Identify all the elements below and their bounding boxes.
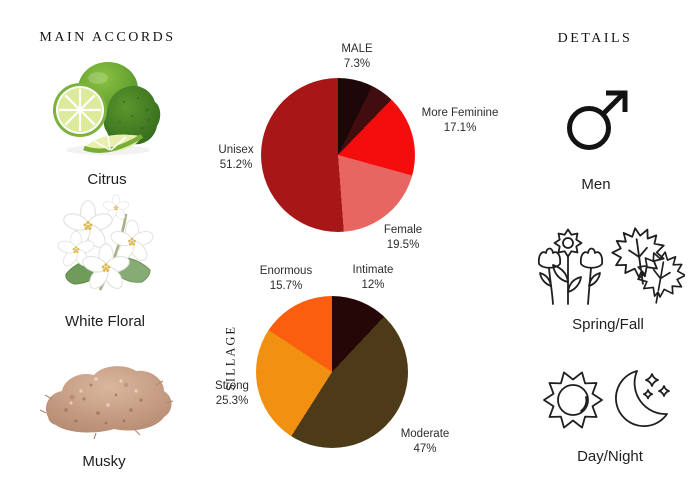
citrus-bergamot-image bbox=[53, 62, 161, 155]
pie-label-strong-pct: 25.3% bbox=[215, 395, 249, 408]
pie-label-unisex-name: Unisex bbox=[218, 144, 254, 156]
main-accords-title: MAIN ACCORDS bbox=[39, 30, 176, 45]
sparkle-icon bbox=[645, 373, 659, 387]
pie-label-male: MALE 7.3% bbox=[327, 42, 387, 73]
gender-pie-chart bbox=[261, 78, 415, 232]
pie-label-intimate: Intimate 12% bbox=[338, 263, 408, 294]
accord-label-musky: Musky bbox=[82, 453, 126, 470]
pie-label-more-feminine: More Feminine 17.1% bbox=[404, 106, 516, 137]
pie-label-unisex-pct: 51.2% bbox=[219, 159, 253, 172]
day-night-sun-moon-icon bbox=[543, 370, 670, 429]
details-title: DETAILS bbox=[557, 31, 633, 46]
pie-label-female: Female 19.5% bbox=[368, 223, 438, 254]
pie-label-intimate-pct: 12% bbox=[361, 279, 385, 292]
pie-label-more-feminine-name: More Feminine bbox=[421, 107, 499, 119]
white-floral-jasmine-image bbox=[56, 194, 156, 293]
pie-label-moderate: Moderate 47% bbox=[390, 427, 460, 458]
flower-icon bbox=[537, 228, 604, 305]
pie-label-female-name: Female bbox=[383, 224, 423, 236]
sparkle-icon bbox=[642, 389, 654, 400]
detail-label-men: Men bbox=[581, 176, 611, 193]
accord-label-citrus: Citrus bbox=[87, 171, 127, 188]
pie-label-male-pct: 7.3% bbox=[343, 58, 371, 71]
sparkle-icon bbox=[658, 385, 670, 397]
pie-label-male-name: MALE bbox=[341, 43, 373, 55]
pie-label-intimate-name: Intimate bbox=[352, 264, 394, 276]
pie-label-moderate-name: Moderate bbox=[400, 428, 450, 440]
musk-powder-image bbox=[39, 366, 174, 440]
sun-icon bbox=[543, 371, 603, 429]
detail-label-day-night: Day/Night bbox=[577, 448, 643, 465]
pie-label-unisex: Unisex 51.2% bbox=[206, 143, 266, 174]
pie-label-more-feminine-pct: 17.1% bbox=[443, 122, 477, 135]
pie-label-strong: Strong 25.3% bbox=[197, 379, 267, 410]
mars-male-icon bbox=[567, 90, 628, 150]
maple-leaf-icon bbox=[637, 251, 685, 304]
pie-label-enormous-name: Enormous bbox=[259, 265, 313, 277]
pie-label-strong-name: Strong bbox=[215, 380, 249, 392]
pie-label-enormous: Enormous 15.7% bbox=[251, 264, 321, 295]
spring-fall-flowers-maple-icon bbox=[537, 227, 685, 305]
pie-label-enormous-pct: 15.7% bbox=[269, 280, 303, 293]
maple-leaf-icon bbox=[611, 227, 665, 285]
moon-icon bbox=[615, 370, 670, 428]
accord-label-white-floral: White Floral bbox=[64, 313, 146, 330]
sillage-pie-chart bbox=[256, 296, 408, 448]
detail-label-spring-fall: Spring/Fall bbox=[572, 316, 644, 333]
pie-label-moderate-pct: 47% bbox=[413, 443, 437, 456]
pie-label-female-pct: 19.5% bbox=[386, 239, 420, 252]
